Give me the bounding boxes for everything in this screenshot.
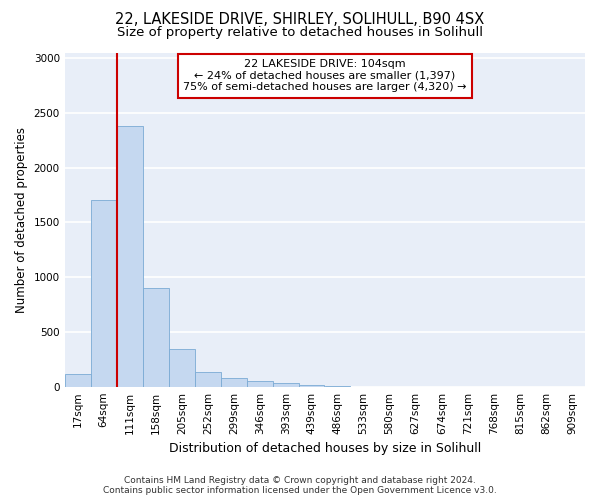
Bar [117, 126, 143, 386]
Bar [169, 350, 195, 387]
Text: 22, LAKESIDE DRIVE, SHIRLEY, SOLIHULL, B90 4SX: 22, LAKESIDE DRIVE, SHIRLEY, SOLIHULL, B… [115, 12, 485, 28]
Bar [143, 288, 169, 386]
Bar [221, 378, 247, 386]
Bar [65, 374, 91, 386]
Bar [195, 372, 221, 386]
Y-axis label: Number of detached properties: Number of detached properties [15, 126, 28, 312]
Text: Contains HM Land Registry data © Crown copyright and database right 2024.
Contai: Contains HM Land Registry data © Crown c… [103, 476, 497, 495]
Text: Size of property relative to detached houses in Solihull: Size of property relative to detached ho… [117, 26, 483, 39]
Bar [299, 385, 325, 386]
Bar [273, 384, 299, 386]
Bar [91, 200, 116, 386]
X-axis label: Distribution of detached houses by size in Solihull: Distribution of detached houses by size … [169, 442, 481, 455]
Text: 22 LAKESIDE DRIVE: 104sqm
← 24% of detached houses are smaller (1,397)
75% of se: 22 LAKESIDE DRIVE: 104sqm ← 24% of detac… [183, 59, 467, 92]
Bar [247, 381, 273, 386]
